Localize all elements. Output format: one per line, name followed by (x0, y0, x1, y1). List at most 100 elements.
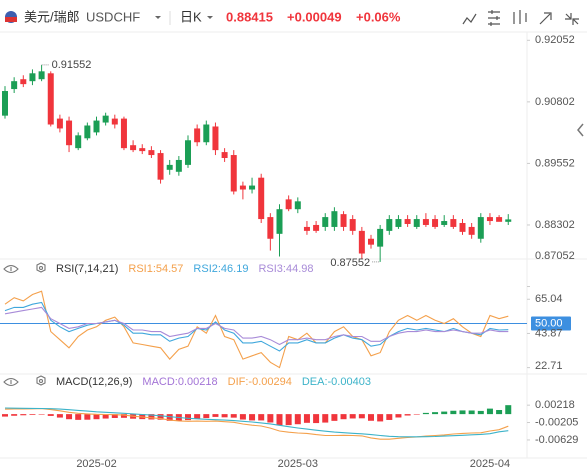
candle-body (404, 219, 411, 224)
macd-bar (477, 410, 484, 415)
period-caret[interactable] (207, 16, 213, 19)
eye-icon[interactable] (3, 377, 19, 387)
candle-body (477, 217, 484, 239)
y-tick-label: 65.04 (535, 293, 563, 305)
candle-body (468, 226, 475, 235)
macd-bar (38, 414, 45, 415)
legend-entry: RSI3:44.98 (258, 263, 313, 275)
candle-body (313, 224, 320, 231)
scroll-arrow[interactable] (577, 123, 584, 137)
macd-bar (432, 412, 439, 415)
y-tick-label: 0.90802 (535, 96, 575, 108)
candle-body (331, 211, 338, 227)
eye-icon[interactable] (3, 264, 19, 274)
price: 0.88415 (226, 9, 273, 24)
y-tick-label: 43.87 (535, 327, 563, 339)
candle-body (450, 219, 457, 227)
candle-body (349, 219, 356, 231)
macd-bar (450, 410, 457, 415)
candle-body (432, 219, 439, 227)
candle-body (148, 150, 155, 156)
gear-icon-center (38, 378, 44, 384)
symbol[interactable]: USDCHF (86, 9, 140, 24)
candle-body (441, 221, 448, 225)
macd-bar (276, 414, 283, 426)
macd-bar (93, 414, 100, 420)
macd-bar (468, 410, 475, 415)
rsi-line (4, 290, 509, 369)
y-tick-label: -0.00205 (535, 416, 578, 428)
candle-body (66, 120, 73, 146)
macd-bar (294, 414, 301, 425)
macd-bar (377, 414, 384, 422)
macd-bar (212, 414, 219, 417)
macd-bar (11, 414, 18, 416)
macd-bar (331, 414, 338, 421)
y-tick-label: 0.00218 (535, 399, 575, 411)
candle-body (157, 153, 164, 180)
legend-entry: MACD:0.00218 (142, 376, 217, 388)
candle-body (496, 217, 503, 222)
macd-bar (340, 414, 347, 420)
candle-body (175, 159, 182, 172)
low-label: 0.87552 (330, 257, 370, 269)
macd-bar (56, 414, 63, 418)
candle-body (11, 81, 18, 90)
fullscreen-icon[interactable] (565, 13, 579, 25)
candle-body (212, 126, 219, 151)
legend-entry: DEA:-0.00403 (302, 376, 371, 388)
settings-icon[interactable] (488, 10, 500, 26)
high-label: 0.91552 (52, 59, 92, 71)
macd-bar (505, 405, 512, 415)
macd-bar (239, 414, 246, 420)
macd-bar (66, 414, 73, 420)
macd-bar (47, 414, 54, 416)
macd-bar (84, 414, 91, 420)
gear-icon[interactable] (36, 262, 46, 273)
gear-icon[interactable] (36, 375, 46, 386)
candle-body (267, 217, 274, 239)
candle-body (368, 238, 374, 245)
candle-body (38, 71, 45, 80)
macd-bar (285, 414, 292, 426)
macd-bar (368, 414, 374, 421)
candle-body (93, 120, 100, 133)
macd-bar (157, 414, 164, 420)
macd-bar (486, 408, 493, 415)
candle-body (120, 118, 127, 149)
expand-icon[interactable] (539, 12, 552, 25)
candle-body (377, 228, 384, 247)
price-change: +0.00049 (287, 9, 342, 24)
symbol-caret[interactable] (155, 16, 161, 19)
macd-line (4, 407, 509, 438)
candle-body (459, 222, 466, 232)
candle-body (102, 115, 109, 123)
legend-entry: RSI1:54.57 (128, 263, 183, 275)
y-tick-label: 22.71 (535, 360, 563, 372)
candle-icon[interactable] (513, 10, 527, 24)
candle-body (230, 155, 237, 192)
pair-name[interactable]: 美元/瑞郎 (24, 9, 80, 24)
candle-body (258, 177, 265, 220)
candle-body (340, 214, 347, 227)
period[interactable]: 日K (180, 9, 202, 24)
macd-bar (386, 414, 393, 420)
macd-bar (322, 414, 329, 423)
indicator-icon[interactable] (462, 13, 477, 25)
y-tick-label: 0.87052 (535, 250, 575, 262)
candle-body (221, 152, 228, 158)
macd-bar (111, 414, 118, 418)
macd-bar (148, 414, 155, 420)
macd-bar (2, 414, 8, 417)
candle-body (386, 219, 393, 231)
macd-bar (422, 412, 429, 415)
candle-body (413, 219, 420, 227)
candle-body (185, 140, 191, 165)
macd-bar (29, 414, 36, 415)
candle-body (505, 219, 512, 222)
price-change-pct: +0.06% (356, 9, 401, 24)
macd-bar (102, 414, 109, 419)
macd-bar (20, 414, 27, 416)
macd-bar (203, 414, 210, 419)
